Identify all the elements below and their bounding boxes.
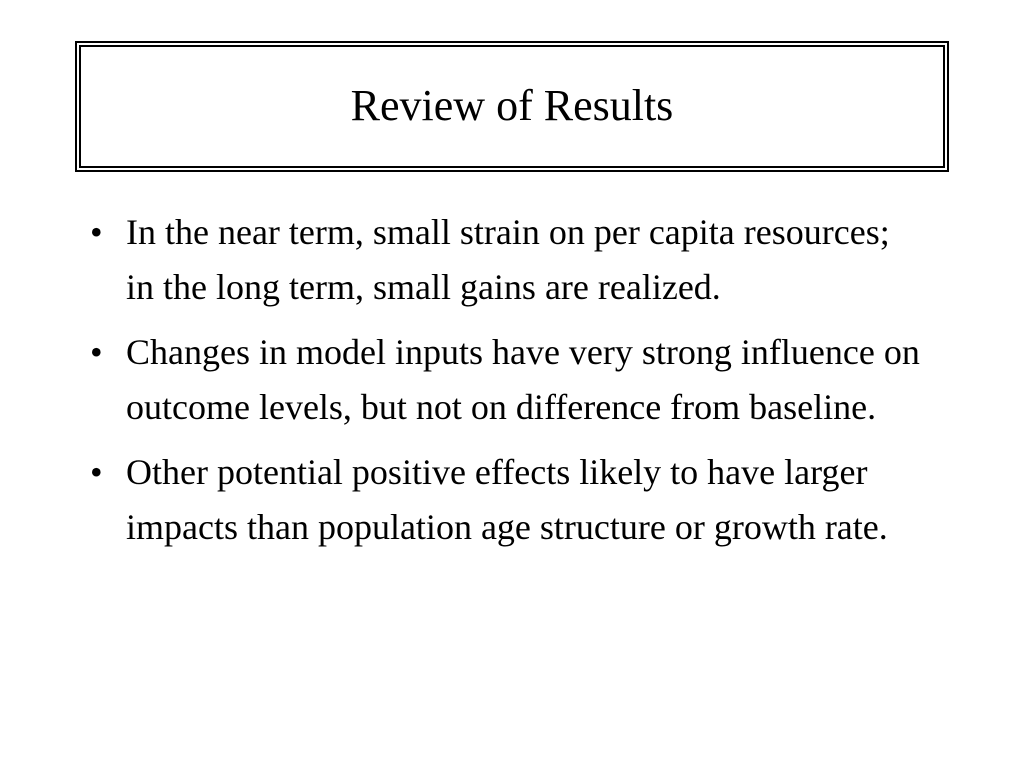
slide-title: Review of Results	[350, 80, 674, 130]
bullet-dot: •	[90, 332, 103, 372]
bullet-item: • Changes in model inputs have very stron…	[90, 325, 920, 435]
bullet-dot: •	[90, 212, 103, 252]
bullet-dot: •	[90, 452, 103, 492]
bullet-text: Other potential positive effects likely …	[126, 452, 888, 547]
title-frame: Review of Results	[75, 41, 949, 172]
bullet-text: In the near term, small strain on per ca…	[126, 212, 890, 307]
bullet-text: Changes in model inputs have very strong…	[126, 332, 920, 427]
bullet-item: • Other potential positive effects likely…	[90, 445, 920, 555]
bullet-item: • In the near term, small strain on per c…	[90, 205, 920, 315]
bullet-list: • In the near term, small strain on per c…	[90, 205, 920, 565]
